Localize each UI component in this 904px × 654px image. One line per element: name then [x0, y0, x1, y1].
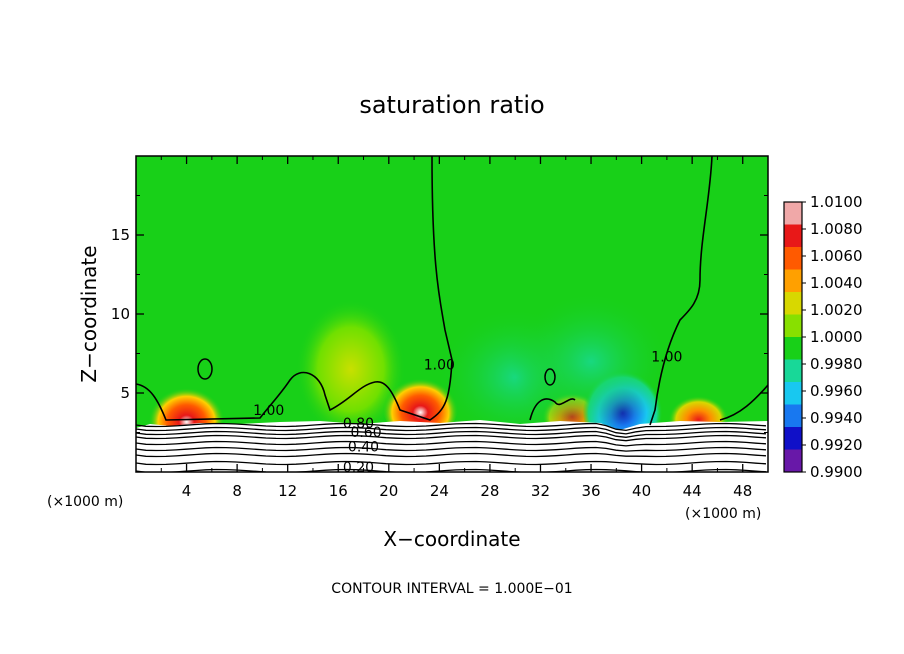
colorbar-label: 0.9960	[810, 382, 863, 400]
x-tick-label: 4	[182, 482, 192, 500]
x-axis-ticks: 4 8 12 16 20 24 28 32 36 40 44 48	[160, 156, 752, 500]
colorbar-swatch	[784, 314, 802, 337]
colorbar-label: 0.9900	[810, 463, 863, 481]
colorbar-label: 1.0080	[810, 220, 863, 238]
terrain-contour-line	[136, 468, 767, 472]
colorbar: 1.0100 1.0080 1.0060 1.0040 1.0020 1.0000 0.99…	[783, 193, 863, 481]
colorbar-swatch	[784, 382, 802, 405]
colorbar-swatch	[784, 404, 802, 427]
x-tick-label: 36	[581, 482, 600, 500]
terrain-contour-line	[136, 426, 767, 435]
colorbar-label: 1.0040	[810, 274, 863, 292]
colorbar-swatch	[784, 247, 802, 270]
colorbar-swatch	[784, 359, 802, 382]
x-tick-label: 32	[531, 482, 550, 500]
y-tick-label: 10	[111, 305, 130, 323]
terrain-contour-line	[136, 460, 767, 466]
x-tick-label: 40	[632, 482, 651, 500]
terrain-contour-line	[136, 430, 767, 438]
plot-field	[136, 156, 768, 472]
chart-title: saturation ratio	[359, 91, 544, 119]
colorbar-swatch	[784, 427, 802, 450]
x-tick-label: 16	[329, 482, 348, 500]
colorbar-swatch	[784, 269, 802, 292]
contour-label: 1.00	[253, 403, 284, 419]
x-unit-right: (×1000 m)	[685, 506, 761, 522]
terrain-contours	[136, 422, 767, 472]
contour-label: 1.00	[651, 349, 682, 365]
colorbar-swatch	[784, 292, 802, 315]
contour-interval-note: CONTOUR INTERVAL = 1.000E−01	[331, 581, 572, 597]
y-tick-label: 5	[120, 384, 130, 402]
x-unit-left: (×1000 m)	[47, 494, 123, 510]
contour-label: 0.40	[348, 439, 379, 455]
y-tick-label: 15	[111, 226, 130, 244]
contour-label: 1.00	[424, 357, 455, 373]
contour-line-1.00-a	[136, 156, 453, 421]
contour-label: 0.60	[350, 425, 381, 441]
x-tick-label: 28	[480, 482, 499, 500]
colorbar-label: 1.0100	[810, 193, 863, 211]
y-axis-ticks: 5 10 15	[111, 195, 768, 433]
x-tick-label: 20	[379, 482, 398, 500]
x-axis-label: X−coordinate	[383, 527, 520, 551]
anomaly-blob	[511, 291, 672, 432]
colorbar-swatch	[784, 202, 802, 225]
terrain-contour-line	[136, 434, 767, 442]
colorbar-label: 1.0060	[810, 247, 863, 265]
colorbar-label: 1.0000	[810, 328, 863, 346]
anomaly-blob	[295, 299, 406, 440]
x-tick-label: 8	[232, 482, 242, 500]
x-tick-label: 44	[683, 482, 702, 500]
x-tick-label: 24	[430, 482, 449, 500]
terrain	[136, 420, 768, 472]
colorbar-label: 0.9920	[810, 436, 863, 454]
colorbar-label: 0.9940	[810, 409, 863, 427]
x-tick-label: 12	[278, 482, 297, 500]
contour-loop-a	[197, 358, 213, 380]
terrain-contour-line	[136, 446, 767, 452]
y-axis-label: Z−coordinate	[77, 245, 101, 382]
colorbar-swatch	[784, 224, 802, 247]
terrain-contour-line	[136, 452, 767, 458]
colorbar-label: 1.0020	[810, 301, 863, 319]
contour-line-1.00-b	[529, 156, 713, 426]
terrain-contour-line	[136, 422, 767, 432]
contour-line-1.00-c	[719, 384, 768, 421]
x-tick-label: 48	[733, 482, 752, 500]
colorbar-label: 0.9980	[810, 355, 863, 373]
terrain-contour-line	[136, 440, 767, 447]
colorbar-swatch	[784, 449, 802, 472]
colorbar-swatch	[784, 337, 802, 360]
contour-label: 0.80	[343, 416, 374, 432]
contour-loop-b	[544, 368, 556, 386]
contour-label: 0.20	[343, 460, 374, 476]
